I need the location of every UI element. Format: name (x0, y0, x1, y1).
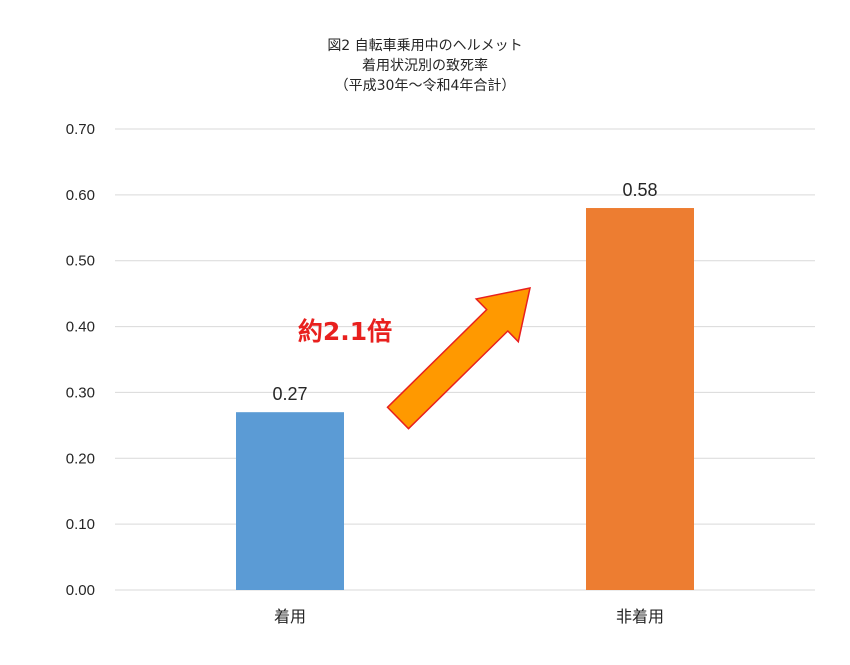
y-axis-tick-labels: 0.00 0.10 0.20 0.30 0.40 0.50 0.60 0.70 (66, 121, 95, 599)
category-label-1: 非着用 (616, 607, 664, 626)
x-axis-category-labels: 着用 非着用 (274, 607, 664, 626)
bar-0 (236, 412, 344, 590)
data-label-0: 0.27 (272, 384, 307, 404)
bars (236, 208, 694, 590)
y-tick-label-3: 0.30 (66, 384, 95, 401)
bar-1 (586, 208, 694, 590)
y-tick-label-1: 0.10 (66, 516, 95, 533)
chart-title-line-1: 図2 自転車乗用中のヘルメット (327, 37, 522, 54)
y-tick-label-4: 0.40 (66, 319, 95, 336)
data-label-1: 0.58 (622, 180, 657, 200)
y-tick-label-5: 0.50 (66, 253, 95, 270)
chart-title-line-2: 着用状況別の致死率 (362, 57, 488, 74)
chart-title-line-3: （平成30年〜令和4年合計） (335, 78, 516, 94)
data-labels: 0.27 0.58 (272, 180, 657, 404)
gridlines (115, 128, 815, 591)
chart-title: 図2 自転車乗用中のヘルメット 着用状況別の致死率 （平成30年〜令和4年合計） (327, 37, 522, 94)
ratio-annotation: 約2.1倍 (298, 287, 531, 430)
ratio-annotation-label: 約2.1倍 (298, 317, 392, 346)
y-tick-label-0: 0.00 (66, 582, 95, 599)
category-label-0: 着用 (274, 607, 306, 626)
y-tick-label-6: 0.60 (66, 187, 95, 204)
y-tick-label-2: 0.20 (66, 450, 95, 467)
y-tick-label-7: 0.70 (66, 121, 95, 138)
up-right-arrow-icon (386, 287, 531, 430)
